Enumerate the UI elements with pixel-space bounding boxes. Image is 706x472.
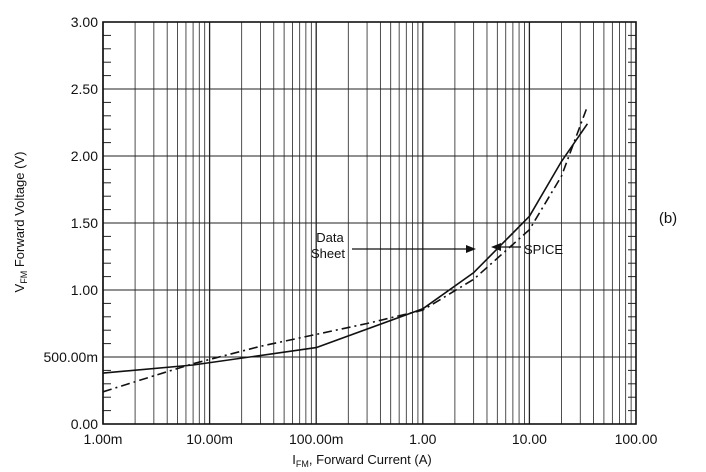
x-tick-label: 100.00 bbox=[615, 431, 658, 447]
tick-labels: 1.00m 10.00m 100.00m 1.00 10.00 100.00 0.00 500… bbox=[44, 14, 658, 447]
panel-label: (b) bbox=[659, 210, 677, 227]
x-tick-label: 10.00 bbox=[512, 431, 547, 447]
annotation-data-sheet-arrowhead bbox=[466, 245, 476, 253]
annotation-data-sheet-line1: Data bbox=[316, 230, 344, 245]
x-tick-label: 100.00m bbox=[289, 431, 343, 447]
x-tick-label: 1.00m bbox=[84, 431, 123, 447]
series-line-spice bbox=[102, 106, 589, 393]
y-axis-label: VFM Forward Voltage (V) bbox=[12, 152, 29, 293]
y-tick-label: 500.00m bbox=[44, 349, 98, 365]
annotation-data-sheet-line2: Sheet bbox=[311, 246, 345, 261]
grid bbox=[102, 21, 636, 425]
annotation-spice: SPICE bbox=[524, 242, 563, 257]
plot-frame bbox=[102, 21, 637, 425]
x-tick-label: 1.00 bbox=[409, 431, 436, 447]
y-tick-label: 2.00 bbox=[71, 148, 98, 164]
y-tick-label: 0.00 bbox=[71, 416, 98, 432]
series bbox=[102, 106, 589, 393]
y-tick-label: 1.00 bbox=[71, 282, 98, 298]
y-tick-label: 1.50 bbox=[71, 215, 98, 231]
y-tick-label: 3.00 bbox=[71, 14, 98, 30]
x-tick-label: 10.00m bbox=[186, 431, 233, 447]
y-tick-label: 2.50 bbox=[71, 81, 98, 97]
series-line-data-sheet bbox=[102, 123, 589, 374]
annotation-spice-arrowhead bbox=[491, 243, 501, 251]
x-axis-label: IFM, Forward Current (A) bbox=[292, 452, 431, 469]
